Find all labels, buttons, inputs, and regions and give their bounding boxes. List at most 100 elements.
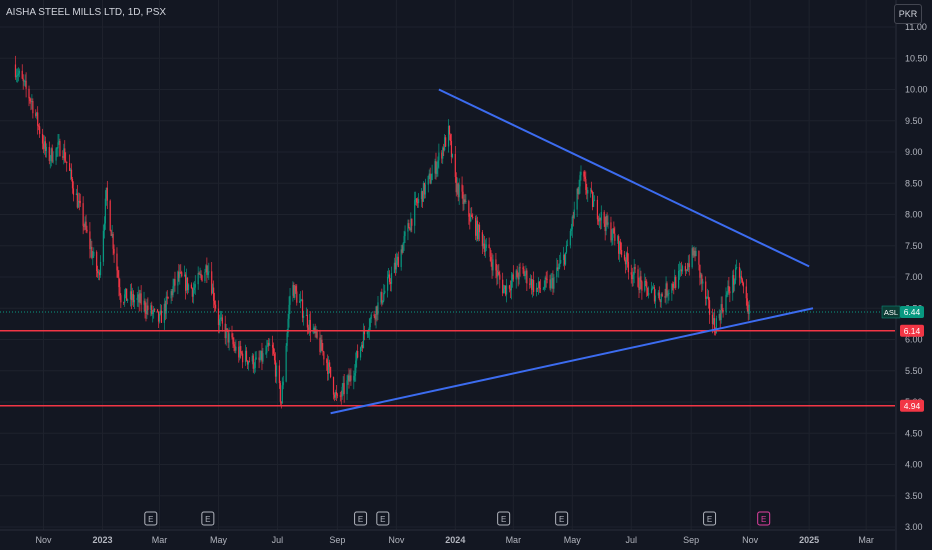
candle-body xyxy=(206,265,208,275)
candle-body xyxy=(614,233,616,241)
candle-body xyxy=(363,331,366,335)
candle-body xyxy=(695,250,697,257)
candle-body xyxy=(292,285,294,296)
candle-body xyxy=(394,262,396,270)
candle-body xyxy=(140,293,142,305)
candle-body xyxy=(672,283,674,288)
y-tick-label: 4.00 xyxy=(905,460,923,470)
candle-body xyxy=(262,353,264,362)
candle-body xyxy=(531,278,533,290)
candle-body xyxy=(272,344,274,348)
candle-body xyxy=(376,306,378,315)
candle-body xyxy=(503,289,505,294)
candle-body xyxy=(125,288,127,295)
earnings-marker xyxy=(703,511,717,526)
candle-body xyxy=(152,312,154,315)
candle-body xyxy=(519,267,521,269)
candle-body xyxy=(680,269,683,272)
currency-button[interactable]: PKR xyxy=(894,4,922,24)
candle-body xyxy=(475,220,478,236)
candle-body xyxy=(648,292,650,296)
candle-body xyxy=(524,274,526,276)
candle-body xyxy=(381,292,383,304)
y-tick-label: 9.50 xyxy=(905,116,923,126)
candle-body xyxy=(370,314,372,319)
candle-body xyxy=(580,171,582,176)
candle-body xyxy=(69,163,71,171)
candle-body xyxy=(637,269,639,287)
candle-body xyxy=(58,141,60,143)
candle-body xyxy=(275,365,278,377)
candle-body xyxy=(32,100,34,114)
candle-body xyxy=(611,237,613,241)
candle-body xyxy=(356,350,358,361)
candle-body xyxy=(219,318,222,320)
candle-body xyxy=(164,303,166,314)
candle-body xyxy=(401,249,403,253)
candle-body xyxy=(30,100,32,102)
candle-body xyxy=(739,276,742,278)
candle-body xyxy=(427,175,429,185)
candle-body xyxy=(733,275,735,285)
candle-body xyxy=(393,262,396,274)
candle-body xyxy=(544,277,546,288)
candle-body xyxy=(327,363,329,374)
candle-body xyxy=(218,319,221,326)
candle-body xyxy=(678,270,680,288)
candle-body xyxy=(522,267,524,270)
candle-body xyxy=(746,298,748,310)
candle-body xyxy=(211,271,213,294)
candle-body xyxy=(745,286,747,299)
candle-body xyxy=(727,285,729,293)
candle-body xyxy=(389,281,392,284)
candle-body xyxy=(422,182,425,202)
trendlines[interactable] xyxy=(330,88,814,415)
candle-body xyxy=(396,256,398,261)
candle-body xyxy=(138,294,140,303)
time-axis[interactable]: Nov 2023 Mar May Jul Sep Nov 2024 Mar May Jul Sep No… xyxy=(0,529,895,545)
candle-body xyxy=(436,167,438,174)
candle-body xyxy=(408,223,410,229)
candle-body xyxy=(529,283,531,285)
candle-body xyxy=(713,318,715,332)
candle-body xyxy=(260,350,262,360)
candle-body xyxy=(213,287,215,301)
x-tick-label: Jul xyxy=(625,535,637,545)
candle-body xyxy=(490,256,492,263)
candle-body xyxy=(313,327,315,331)
candle-body xyxy=(295,286,297,292)
horizontal-levels[interactable] xyxy=(0,329,895,407)
candle-body xyxy=(129,291,132,300)
candle-body xyxy=(618,236,620,254)
candle-body xyxy=(569,231,571,246)
candle-body xyxy=(15,75,18,78)
candle-body xyxy=(375,306,377,320)
candle-body xyxy=(173,279,175,287)
candle-body xyxy=(625,252,628,265)
candle-body xyxy=(735,267,737,281)
candle-body xyxy=(93,251,95,257)
candle-body xyxy=(157,311,160,322)
level-price-label: 4.94 xyxy=(904,401,921,411)
candle-body xyxy=(599,217,601,221)
candle-body xyxy=(706,297,708,299)
candle-body xyxy=(51,148,53,162)
earnings-marker-label: E xyxy=(148,515,153,524)
candle-body xyxy=(119,287,121,296)
candle-body xyxy=(70,169,73,179)
candle-body xyxy=(43,141,46,149)
candle-body xyxy=(661,294,663,297)
candle-body xyxy=(417,202,419,204)
candle-body xyxy=(154,309,156,310)
candle-body xyxy=(39,126,41,134)
candle-body xyxy=(553,277,555,289)
candle-body xyxy=(368,327,370,332)
candle-body xyxy=(658,292,660,300)
candle-body xyxy=(596,199,599,220)
candle-body xyxy=(505,285,508,295)
candle-body xyxy=(31,100,33,102)
candle-body xyxy=(208,271,210,273)
candle-body xyxy=(725,294,727,312)
x-tick-label: 2024 xyxy=(445,535,465,545)
